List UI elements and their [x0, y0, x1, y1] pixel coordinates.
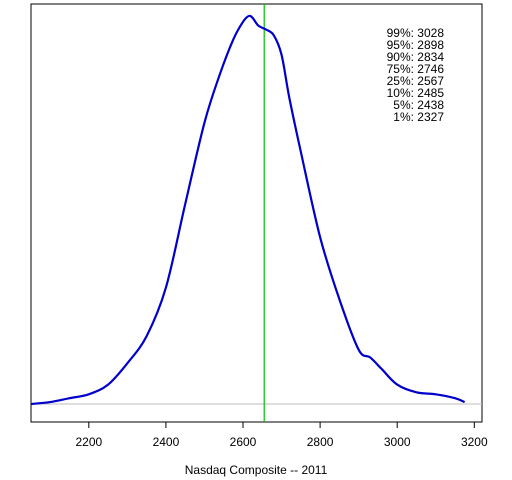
percentile-label: 75%: 2746 — [387, 62, 445, 76]
percentile-label: 5%: 2438 — [393, 98, 444, 112]
x-tick-label: 2600 — [230, 435, 257, 449]
x-tick-label: 3200 — [461, 435, 488, 449]
percentile-label: 25%: 2567 — [387, 74, 445, 88]
percentile-label: 95%: 2898 — [387, 38, 445, 52]
x-tick-label: 2400 — [153, 435, 180, 449]
percentile-label: 90%: 2834 — [387, 50, 445, 64]
x-axis-title: Nasdaq Composite -- 2011 — [185, 463, 328, 477]
x-axis: 2200 2400 2600 2800 3000 3200 — [75, 422, 488, 449]
percentile-label: 1%: 2327 — [393, 110, 444, 124]
x-tick-label: 2200 — [75, 435, 102, 449]
percentile-label: 99%: 3028 — [387, 26, 445, 40]
percentile-label: 10%: 2485 — [387, 86, 445, 100]
density-curve — [30, 14, 466, 406]
plot-frame — [30, 3, 483, 423]
x-tick-label: 2800 — [307, 435, 334, 449]
x-tick-label: 3000 — [384, 435, 411, 449]
